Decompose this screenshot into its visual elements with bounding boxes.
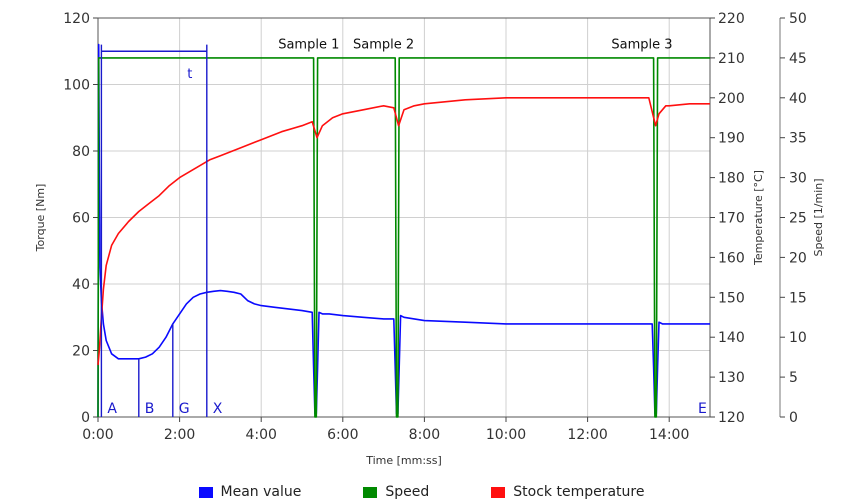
speed-tick-label: 0 [789,410,798,426]
temperature-tick-label: 210 [718,51,745,67]
y-tick-label: 80 [72,144,90,160]
annotation-t: t [187,67,192,82]
legend-label-stock-temperature: Stock temperature [513,484,645,500]
speed-tick-label: 40 [789,91,807,107]
temperature-tick-label: 120 [718,410,745,426]
speed-tick-label: 15 [789,290,807,306]
temperature-tick-label: 200 [718,91,745,107]
legend-item-speed[interactable]: Speed [363,482,429,502]
speed-tick-label: 20 [789,250,807,266]
legend-swatch-speed [363,486,378,498]
temperature-tick-label: 130 [718,370,745,386]
legend-label-speed: Speed [385,484,430,500]
x-tick-label: 12:00 [567,427,607,443]
chart: 0:00 2:00 4:00 6:00 8:00 10:00 12:00 14:00 0 20 40… [34,11,825,467]
temperature-tick-label: 160 [718,250,745,266]
y-tick-label: 60 [72,211,90,227]
marker-label-g: G [179,401,190,417]
y-tick-label: 120 [63,11,90,27]
x-tick-label: 6:00 [327,427,358,443]
temperature-tick-label: 140 [718,330,745,346]
legend-swatch-stock-temperature [491,486,506,498]
annotation-sample-2: Sample 2 [353,38,414,53]
x-tick-label: 2:00 [164,427,195,443]
x-tick-label: 4:00 [245,427,276,443]
series-line-stock-temperature [97,97,710,366]
annotation-sample-1: Sample 1 [278,38,339,53]
legend-label-mean-value: Mean value [220,484,302,500]
speed-tick-label: 25 [789,211,807,227]
legend-item-mean-value[interactable]: Mean value [198,482,302,502]
temperature-tick-label: 150 [718,290,745,306]
y-axis-title-speed: Speed [1/min] [812,178,825,256]
speed-tick-label: 30 [789,171,807,187]
temperature-tick-label: 190 [718,131,745,147]
y-axis-title-torque: Torque [Nm] [34,184,47,253]
x-tick-label: 0:00 [82,427,113,443]
temperature-tick-label: 170 [718,211,745,227]
legend: Mean value Speed Stock temperature [0,482,843,502]
y-axis-title-temperature: Temperature [°C] [752,170,765,266]
series-line-speed [97,57,710,418]
annotation-sample-3: Sample 3 [611,38,672,53]
y-tick-label: 40 [72,277,90,293]
marker-label-a: A [107,401,117,417]
legend-item-stock-temperature[interactable]: Stock temperature [491,482,644,502]
temperature-tick-label: 180 [718,171,745,187]
x-tick-label: 14:00 [649,427,689,443]
speed-tick-label: 5 [789,370,798,386]
x-tick-label: 10:00 [486,427,526,443]
y-tick-label: 0 [81,410,90,426]
legend-swatch-mean-value [198,486,213,498]
speed-tick-label: 45 [789,51,807,67]
marker-label-e: E [698,401,707,417]
y-tick-label: 20 [72,344,90,360]
series-line-mean-value [97,43,710,418]
speed-tick-label: 50 [789,11,807,27]
temperature-tick-label: 220 [718,11,745,27]
speed-tick-label: 35 [789,131,807,147]
x-axis-title: Time [mm:ss] [365,454,442,467]
y-tick-label: 100 [63,78,90,94]
speed-tick-label: 10 [789,330,807,346]
marker-label-x: X [213,401,223,417]
x-tick-label: 8:00 [409,427,440,443]
marker-label-b: B [145,401,155,417]
